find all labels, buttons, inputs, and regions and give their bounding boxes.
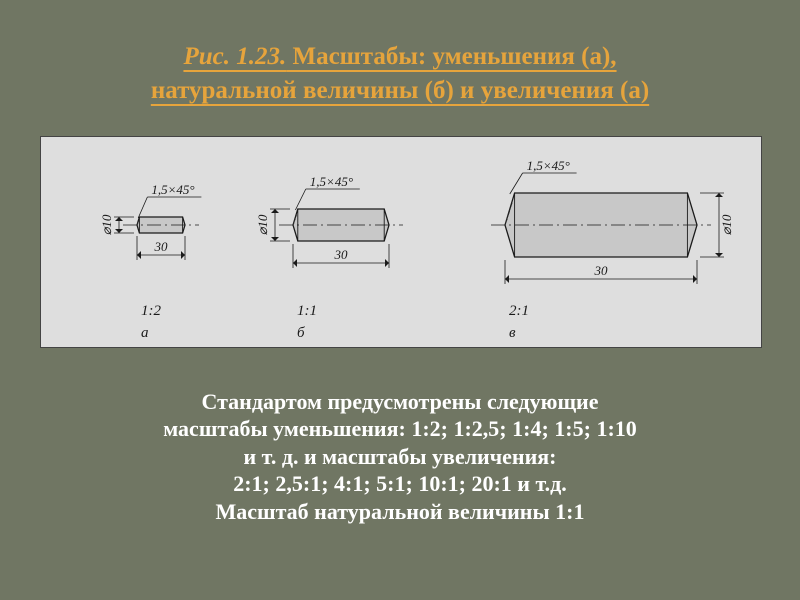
scale-label: 1:1 — [297, 303, 317, 319]
figure-number: Рис. 1.23. — [183, 43, 286, 70]
figure-svg: 1,5×45° 30 ⌀10 1:2 а 1,5×45° 30 ⌀10 1:1 б 1,5×45° 3… — [41, 137, 761, 347]
pin-a: 1,5×45° 30 ⌀10 1:2 а — [99, 182, 201, 341]
figure-panel: 1,5×45° 30 ⌀10 1:2 а 1,5×45° 30 ⌀10 1:1 б 1,5×45° 3… — [40, 136, 762, 348]
scale-label: 1:2 — [141, 303, 161, 319]
variant-letter: а — [141, 325, 149, 341]
diameter-label: ⌀10 — [99, 214, 114, 235]
caption-line1: Стандартом предусмотрены следующие — [202, 389, 599, 414]
caption-line2: масштабы уменьшения: 1:2; 1:2,5; 1:4; 1:… — [163, 416, 637, 441]
slide-title: Рис. 1.23. Масштабы: уменьшения (а), нат… — [40, 40, 760, 108]
caption-line5: Масштаб натуральной величины 1:1 — [216, 499, 585, 524]
title-line1-rest: Масштабы: уменьшения (а), — [286, 43, 616, 70]
length-label: 30 — [334, 247, 349, 262]
chamfer-label: 1,5×45° — [151, 182, 194, 197]
variant-letter: б — [297, 325, 305, 341]
chamfer-label: 1,5×45° — [527, 158, 570, 173]
length-label: 30 — [154, 239, 169, 254]
chamfer-label: 1,5×45° — [310, 174, 353, 189]
title-line2: натуральной величины (б) и увеличения (а… — [151, 77, 649, 104]
length-label: 30 — [594, 263, 609, 278]
pin-b: 1,5×45° 30 ⌀10 1:1 б — [255, 174, 403, 341]
slide: Рис. 1.23. Масштабы: уменьшения (а), нат… — [0, 0, 800, 600]
pin-v: 1,5×45° 30 ⌀10 2:1 в — [491, 158, 734, 341]
diameter-label: ⌀10 — [719, 214, 734, 235]
scale-label: 2:1 — [509, 303, 529, 319]
caption-block: Стандартом предусмотрены следующие масшт… — [40, 388, 760, 526]
diameter-label: ⌀10 — [255, 214, 270, 235]
caption-line4: 2:1; 2,5:1; 4:1; 5:1; 10:1; 20:1 и т.д. — [233, 471, 567, 496]
variant-letter: в — [509, 325, 516, 341]
caption-line3: и т. д. и масштабы увеличения: — [244, 444, 557, 469]
